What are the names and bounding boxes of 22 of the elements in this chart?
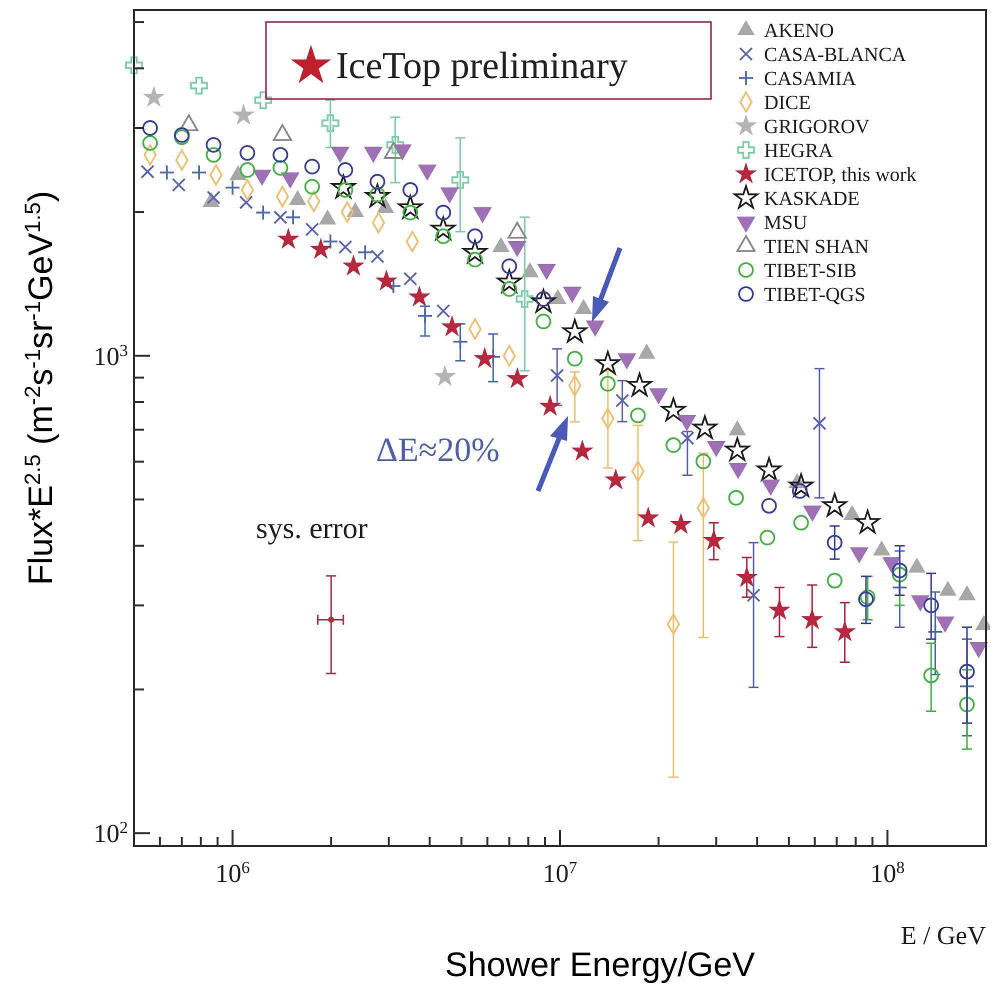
legend-label: TIBET-QGS bbox=[764, 284, 866, 306]
text: E / GeV bbox=[900, 921, 986, 950]
x-tick-label: 10$^{8}$ bbox=[870, 858, 905, 888]
legend-label: ICETOP, this work bbox=[764, 164, 916, 186]
x-tick-label: 10$^{7}$ bbox=[542, 858, 578, 888]
legend-label: CASA-BLANCA bbox=[764, 44, 907, 66]
legend-label: TIEN SHAN bbox=[764, 236, 869, 258]
x-axis-title: Shower Energy/GeV bbox=[445, 946, 756, 984]
annotation: IceTop preliminary bbox=[336, 45, 628, 87]
y-tick-label: 10$^{3}$ bbox=[94, 340, 128, 371]
legend-label: GRIGOROV bbox=[764, 116, 870, 138]
y-tick-label: 10$^{2}$ bbox=[94, 818, 128, 848]
legend-label: AKENO bbox=[764, 20, 834, 42]
legend-label: HEGRA bbox=[764, 140, 834, 162]
x-tick-label: 10$^{6}$ bbox=[215, 858, 250, 888]
legend-label: TIBET-SIB bbox=[764, 260, 857, 282]
annotation: sys. error bbox=[256, 512, 368, 545]
legend-label: CASAMIA bbox=[764, 68, 857, 90]
legend-label: KASKADE bbox=[764, 188, 860, 210]
legend-label: MSU bbox=[764, 212, 808, 234]
legend-label: DICE bbox=[764, 92, 811, 114]
annotation: ΔE≈20% bbox=[376, 432, 500, 469]
